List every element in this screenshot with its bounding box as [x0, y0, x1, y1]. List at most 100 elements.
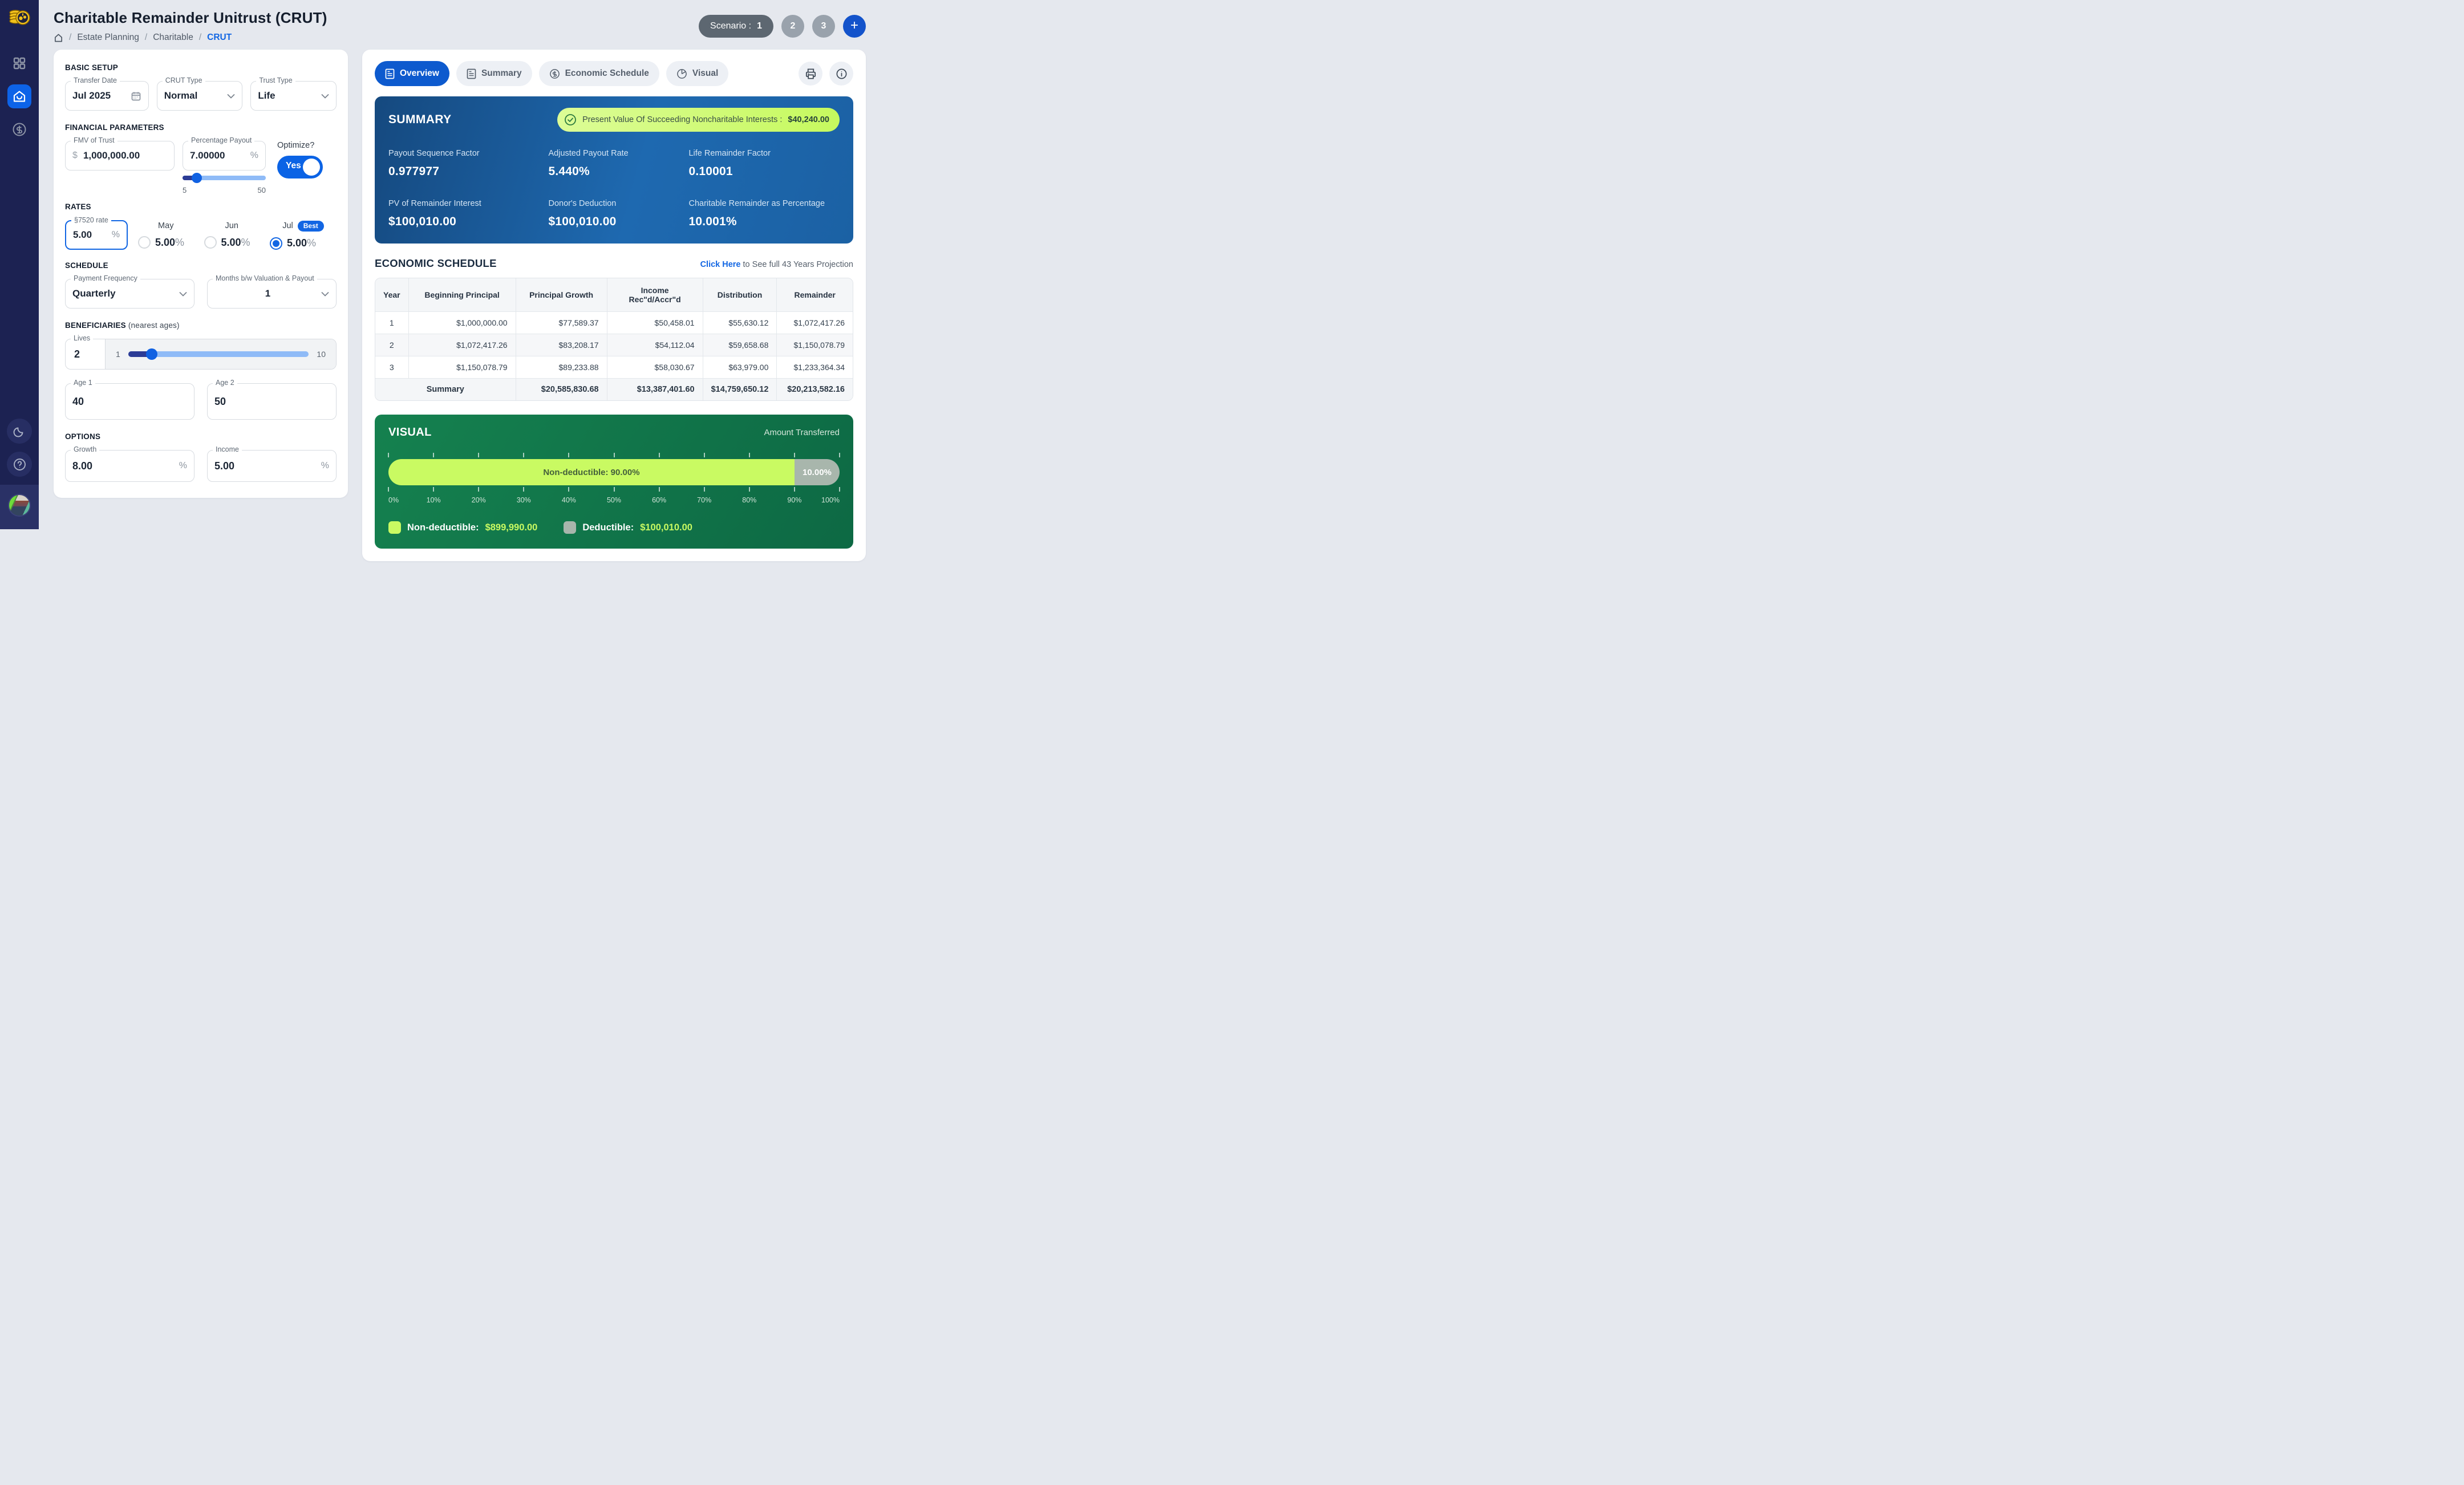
legend-swatch-non-deductible — [388, 521, 401, 534]
lives-value[interactable]: 2 — [66, 339, 106, 369]
growth-label: Growth — [71, 445, 100, 453]
age-2-field[interactable]: Age 2 50 — [207, 379, 337, 420]
axis-tick — [748, 453, 750, 457]
payment-frequency-select[interactable]: Payment Frequency Quarterly — [65, 274, 194, 309]
axis-tick — [568, 453, 570, 457]
dollar-circle-icon — [12, 122, 27, 137]
financial-parameters-heading: FINANCIAL PARAMETERS — [65, 123, 164, 132]
table-cell: $1,233,364.34 — [776, 356, 853, 379]
percentage-payout-field[interactable]: Percentage Payout 7.00000 % — [183, 136, 266, 171]
rate-jun-label: Jun — [225, 221, 238, 230]
axis-tick — [793, 487, 795, 492]
fmv-of-trust-field[interactable]: FMV of Trust $ 1,000,000.00 — [65, 136, 175, 171]
print-button[interactable] — [799, 62, 822, 86]
chevron-down-icon — [227, 94, 235, 99]
growth-field[interactable]: Growth 8.00 % — [65, 445, 194, 482]
lives-slider[interactable] — [128, 348, 309, 360]
trust-type-select[interactable]: Trust Type Life — [250, 76, 337, 111]
payout-slider-thumb[interactable] — [191, 173, 202, 183]
percent-suffix: % — [111, 230, 120, 240]
table-cell: 2 — [375, 334, 409, 356]
payment-frequency-value: Quarterly — [72, 288, 116, 299]
optimize-toggle[interactable]: Yes — [277, 156, 323, 178]
rate-7520-field[interactable]: §7520 rate 5.00 % — [65, 216, 128, 250]
axis-tick-label: 100% — [821, 496, 840, 504]
axis-tick — [658, 487, 660, 492]
calendar-icon[interactable] — [131, 91, 141, 102]
axis-tick — [433, 487, 435, 492]
sidebar-item-finance[interactable] — [7, 117, 31, 141]
stat-pv-remainder-interest: PV of Remainder Interest $100,010.00 — [388, 199, 481, 228]
breadcrumb-crut[interactable]: CRUT — [207, 33, 232, 42]
axis-tick — [478, 453, 480, 457]
trust-type-label: Trust Type — [256, 76, 295, 84]
add-scenario-button[interactable]: + — [843, 15, 866, 38]
percentage-payout-value: 7.00000 — [190, 150, 225, 161]
tab-overview[interactable]: Overview — [375, 61, 449, 86]
fmv-value: 1,000,000.00 — [83, 150, 140, 161]
stat-donors-deduction: Donor's Deduction $100,010.00 — [548, 199, 617, 228]
click-here-link[interactable]: Click Here — [700, 260, 741, 269]
help-button[interactable] — [7, 452, 32, 477]
question-mark-icon — [13, 458, 26, 471]
fmv-label: FMV of Trust — [71, 136, 117, 144]
home-breadcrumb-icon[interactable] — [54, 33, 63, 43]
crut-type-select[interactable]: CRUT Type Normal — [156, 76, 243, 111]
radio-unchecked-icon[interactable] — [204, 236, 217, 249]
info-icon — [836, 68, 848, 80]
bar-segment-deductible: 10.00% — [794, 459, 840, 485]
income-field[interactable]: Income 5.00 % — [207, 445, 337, 482]
info-button[interactable] — [829, 62, 853, 86]
tab-visual[interactable]: Visual — [666, 61, 729, 86]
results-panel: Overview Summary — [362, 50, 866, 561]
scenario-2-button[interactable]: 2 — [781, 15, 804, 38]
axis-tick-label: 80% — [742, 496, 757, 504]
axis-tick — [613, 453, 615, 457]
rate-jul-label: Jul — [282, 221, 293, 230]
dark-mode-toggle[interactable] — [7, 419, 32, 444]
stat-payout-sequence-factor: Payout Sequence Factor 0.977977 — [388, 149, 480, 178]
table-cell: 3 — [375, 356, 409, 379]
percent-suffix: % — [179, 461, 187, 470]
tab-summary[interactable]: Summary — [456, 61, 532, 86]
axis-tick — [839, 453, 840, 457]
table-cell: $1,072,417.26 — [776, 311, 853, 334]
rate-jun-radio[interactable]: 5.00% — [204, 236, 260, 249]
transfer-date-field[interactable]: Transfer Date Jul 2025 — [65, 76, 149, 111]
tab-economic-schedule[interactable]: Economic Schedule — [538, 61, 659, 86]
breadcrumb-separator: / — [144, 33, 148, 42]
user-avatar[interactable] — [8, 494, 31, 517]
grid-icon — [13, 56, 26, 70]
printer-icon — [805, 68, 817, 80]
bar-segment-non-deductible: Non-deductible: 90.00% — [388, 459, 795, 485]
axis-ticks-top — [388, 453, 840, 457]
sidebar-item-dashboard[interactable] — [7, 51, 31, 75]
table-row: 2 $1,072,417.26 $83,208.17 $54,112.04 $59,65… — [375, 334, 853, 356]
lives-slider-thumb[interactable] — [145, 348, 157, 360]
breadcrumb-charitable[interactable]: Charitable — [153, 33, 193, 42]
breadcrumb-estate-planning[interactable]: Estate Planning — [77, 33, 139, 42]
age-2-value: 50 — [214, 395, 226, 407]
col-remainder: Remainder — [776, 278, 853, 312]
summary-stats-grid: Payout Sequence Factor 0.977977 Adjusted… — [388, 149, 840, 229]
payout-slider[interactable] — [183, 173, 266, 183]
legend-non-deductible: Non-deductible: $899,990.00 — [388, 521, 537, 534]
axis-tick-label: 50% — [606, 496, 622, 504]
scenario-3-button[interactable]: 3 — [812, 15, 835, 38]
present-value-banner: Present Value Of Succeeding Noncharitabl… — [557, 108, 840, 132]
scenario-current-button[interactable]: Scenario : 1 — [699, 15, 773, 38]
table-header-row: Year Beginning Principal Principal Growt… — [375, 278, 853, 312]
age-1-field[interactable]: Age 1 40 — [65, 379, 194, 420]
rate-jul-radio[interactable]: 5.00% — [270, 237, 337, 250]
chevron-down-icon — [179, 291, 187, 297]
percent-suffix: % — [321, 461, 329, 470]
months-bw-valuation-select[interactable]: Months b/w Valuation & Payout 1 — [207, 274, 337, 309]
radio-unchecked-icon[interactable] — [138, 236, 151, 249]
rate-may-radio[interactable]: 5.00% — [138, 236, 194, 249]
sidebar-item-home[interactable] — [7, 84, 31, 108]
col-income-recd: Income Rec"d/Accr"d — [607, 278, 703, 312]
rate-option-jul: Jul Best 5.00% — [270, 220, 337, 250]
app-logo-coins-icon[interactable] — [7, 6, 31, 30]
visual-card-title: VISUAL — [388, 426, 432, 439]
radio-checked-icon[interactable] — [270, 237, 282, 250]
